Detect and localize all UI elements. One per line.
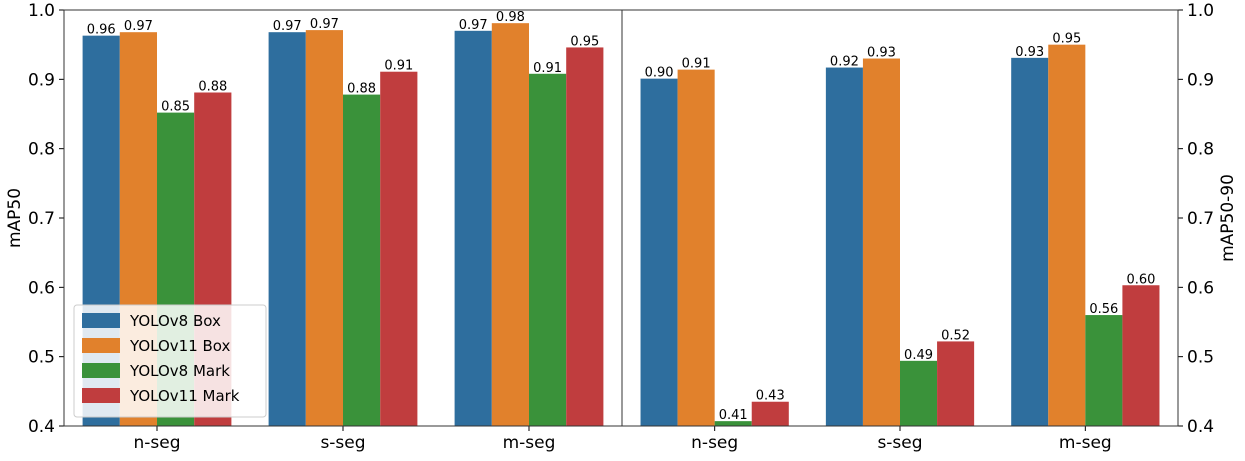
data-label-1-1-0: 0.91 (682, 57, 711, 72)
y-tick-label-1-5: 0.9 (1187, 70, 1214, 90)
plot-frame-1 (621, 9, 1179, 427)
y-axis-title-0: mAP50 (5, 188, 25, 248)
x-tick-label-1-2: m-seg (1059, 433, 1112, 453)
x-tick-label-0-2: m-seg (503, 433, 556, 453)
y-tick-label-1-0: 0.4 (1187, 417, 1214, 437)
bar-1-3-0 (751, 401, 789, 426)
legend-label-2: YOLOv8 Mark (129, 362, 230, 380)
legend-swatch-3 (82, 388, 120, 403)
data-label-0-2-2: 0.91 (533, 61, 562, 76)
bar-0-3-2 (566, 47, 604, 426)
bar-1-3-2 (1122, 285, 1160, 426)
data-label-0-3-2: 0.95 (570, 34, 599, 49)
data-label-0-3-1: 0.91 (384, 59, 413, 74)
data-label-0-0-1: 0.97 (273, 19, 302, 34)
legend-box (73, 304, 267, 418)
data-label-0-1-1: 0.97 (310, 17, 339, 32)
bar-1-0-1 (825, 67, 863, 427)
data-label-0-3-0: 0.88 (198, 80, 227, 95)
bar-0-2-1 (343, 94, 381, 426)
y-tick-label-1-3: 0.7 (1187, 209, 1214, 229)
data-label-1-2-1: 0.49 (904, 348, 933, 363)
x-tick-label-1-0: n-seg (691, 433, 738, 453)
bar-0-3-1 (380, 71, 418, 426)
bar-1-1-2 (1048, 44, 1086, 427)
bar-0-0-2 (454, 30, 492, 427)
bar-1-2-0 (714, 421, 752, 426)
data-label-1-3-2: 0.60 (1126, 272, 1155, 287)
y-tick-label-0-6: 1.0 (28, 1, 55, 21)
x-tick-label-0-1: s-seg (320, 433, 365, 453)
data-label-1-0-1: 0.92 (830, 55, 859, 70)
y-tick-label-0-2: 0.6 (28, 278, 55, 298)
legend-swatch-1 (82, 338, 120, 353)
y-tick-label-1-1: 0.5 (1187, 348, 1214, 368)
legend-label-0: YOLOv8 Box (129, 312, 221, 330)
data-label-1-2-0: 0.41 (719, 408, 748, 423)
legend-swatch-0 (82, 313, 120, 328)
legend-label-1: YOLOv11 Box (129, 337, 231, 355)
y-tick-label-1-2: 0.6 (1187, 278, 1214, 298)
bar-1-3-1 (937, 341, 975, 426)
y-tick-label-0-0: 0.4 (28, 417, 55, 437)
y-tick-label-0-5: 0.9 (28, 70, 55, 90)
data-label-1-1-1: 0.93 (867, 46, 896, 61)
legend-swatch-2 (82, 363, 120, 378)
data-label-0-0-0: 0.96 (87, 23, 116, 38)
y-tick-label-0-4: 0.8 (28, 140, 55, 160)
legend-label-3: YOLOv11 Mark (129, 387, 240, 405)
data-label-1-0-2: 0.93 (1015, 45, 1044, 60)
data-label-0-2-1: 0.88 (347, 82, 376, 97)
y-axis-title-1: mAP50-90 (1218, 174, 1238, 262)
data-label-1-1-2: 0.95 (1052, 32, 1081, 47)
y-tick-label-0-3: 0.7 (28, 209, 55, 229)
data-label-0-1-0: 0.97 (124, 19, 153, 34)
bar-1-1-1 (862, 58, 900, 427)
y-tick-label-0-1: 0.5 (28, 348, 55, 368)
bar-1-2-1 (900, 360, 938, 426)
data-label-0-1-2: 0.98 (496, 10, 525, 25)
y-tick-label-1-6: 1.0 (1187, 1, 1214, 21)
data-label-1-2-2: 0.56 (1089, 302, 1118, 317)
bar-0-1-1 (305, 30, 343, 427)
data-label-1-3-1: 0.52 (941, 328, 970, 343)
bar-1-0-2 (1011, 57, 1049, 427)
y-tick-label-1-4: 0.8 (1187, 140, 1214, 160)
data-label-1-3-0: 0.43 (756, 389, 785, 404)
bar-1-1-0 (677, 69, 715, 427)
bar-1-2-2 (1085, 315, 1123, 426)
data-label-1-0-0: 0.90 (645, 66, 674, 81)
bar-0-0-1 (268, 32, 306, 426)
data-label-0-0-2: 0.97 (459, 18, 488, 33)
data-label-0-2-0: 0.85 (161, 100, 190, 115)
x-tick-label-0-0: n-seg (133, 433, 180, 453)
bar-0-1-2 (491, 23, 529, 426)
bar-0-2-2 (529, 73, 567, 426)
bar-1-0-0 (640, 78, 678, 426)
x-tick-label-1-1: s-seg (877, 433, 922, 453)
